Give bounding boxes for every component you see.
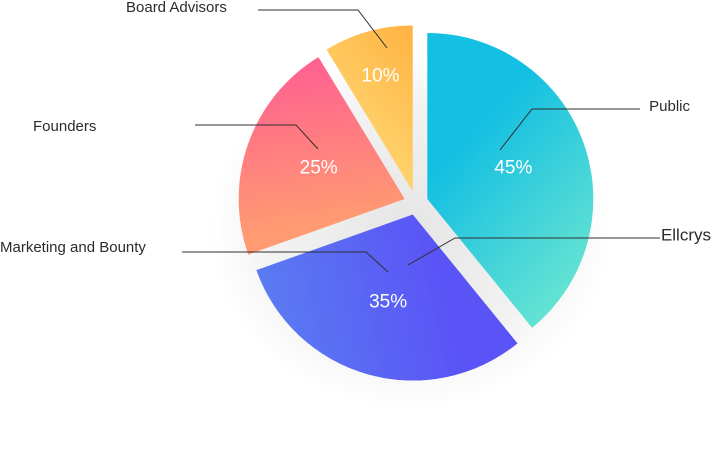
leader-line-public [499, 108, 640, 151]
slice-percent-founders: 25% [300, 157, 338, 178]
slice-label-ellcrys: Ellcrys [661, 225, 711, 244]
leader-line-board-advisors [258, 9, 388, 49]
leader-line-founders [195, 124, 319, 150]
slice-label-founders: Founders [33, 118, 96, 135]
pie-slice-public [427, 32, 594, 328]
slice-percent-board-advisors: 10% [362, 65, 400, 86]
leader-line-ellcrys [407, 237, 660, 266]
slice-percent-marketing-and-bounty: 35% [369, 291, 407, 312]
slice-label-public: Public [649, 98, 690, 115]
slice-percent-public: 45% [494, 157, 532, 178]
pie-slice-founders [238, 57, 405, 255]
slice-label-marketing-and-bounty: Marketing and Bounty [0, 239, 146, 256]
leader-line-marketing-and-bounty [182, 251, 389, 273]
slice-label-board-advisors: Board Advisors [126, 0, 227, 16]
pie-slice-board-advisors [326, 25, 413, 192]
pie-slice-marketing-and-bounty [256, 214, 518, 381]
